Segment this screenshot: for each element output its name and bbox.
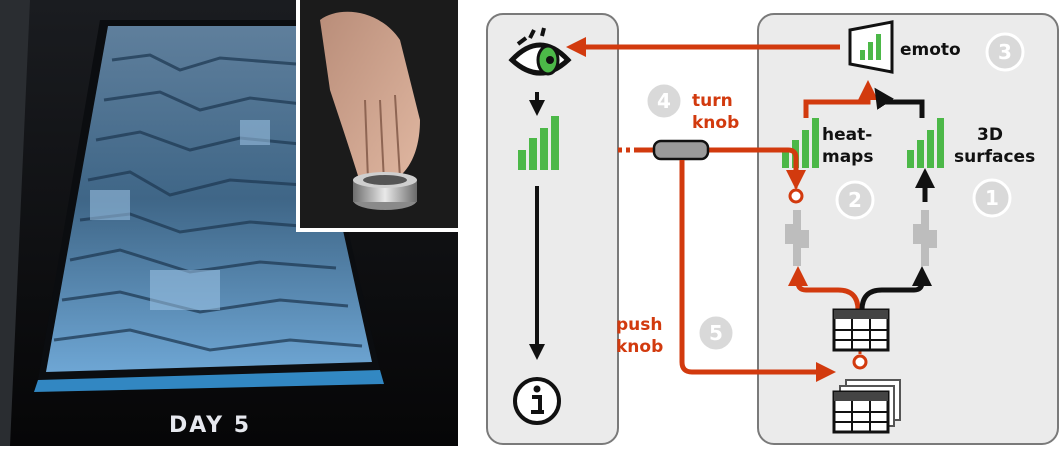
step-2-badge: 2 (837, 182, 873, 218)
push-knob-label-line2: knob (616, 337, 663, 357)
knob-inset-photo (296, 0, 458, 232)
system-panel (758, 14, 1058, 444)
day-label: DAY 5 (169, 413, 251, 438)
heatmaps-label-line2: maps (822, 147, 873, 167)
workflow-diagram: emoto 3 heat- maps 3D surfaces (470, 0, 1064, 453)
photo-illustration: DAY 5 (0, 0, 458, 446)
turn-knob-label-line1: turn (692, 91, 733, 111)
step-4-badge: 4 (646, 83, 682, 119)
step-1-badge: 1 (974, 180, 1010, 216)
surfaces-label-line1: 3D (977, 125, 1003, 145)
step-2-number: 2 (848, 188, 862, 212)
turn-knob-label-line2: knob (692, 113, 739, 133)
step-5-badge: 5 (698, 315, 734, 351)
table-icon (834, 310, 888, 350)
diagram-panel: emoto 3 heat- maps 3D surfaces (470, 0, 1064, 453)
step-3-number: 3 (998, 40, 1012, 64)
step-1-number: 1 (985, 186, 999, 210)
table-stack-icon (834, 380, 900, 432)
heatmaps-label-line1: heat- (822, 125, 872, 145)
photo-panel: DAY 5 (0, 0, 458, 446)
step-4-number: 4 (657, 89, 671, 113)
emoto-label: emoto (900, 40, 961, 60)
push-knob-label-line1: push (616, 315, 663, 335)
knob-icon (654, 141, 708, 159)
surfaces-label-line2: surfaces (954, 147, 1035, 167)
screen-icon (850, 22, 892, 72)
info-icon (515, 379, 559, 423)
step-5-number: 5 (709, 321, 723, 345)
step-3-badge: 3 (987, 34, 1023, 70)
viewer-panel (487, 14, 618, 444)
